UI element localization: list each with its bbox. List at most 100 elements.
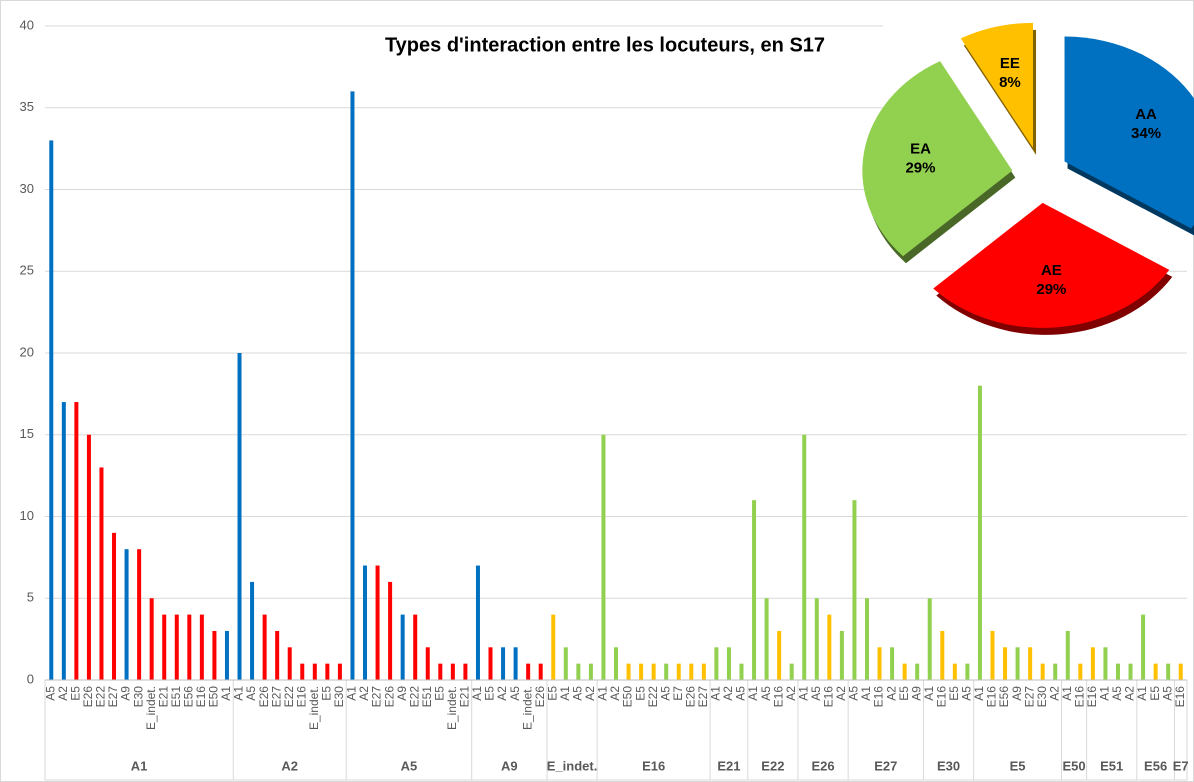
x-tick-label: E22 — [646, 686, 660, 708]
x-tick-label: E51 — [420, 686, 434, 708]
x-tick-label: E26 — [683, 686, 697, 708]
bar — [752, 500, 757, 680]
bar — [664, 663, 669, 680]
x-tick-label: A2 — [583, 686, 597, 701]
x-tick-label: A5 — [734, 686, 748, 701]
bar — [187, 614, 192, 680]
bar — [1153, 663, 1158, 680]
bar — [814, 598, 819, 680]
x-tick-label: A5 — [960, 686, 974, 701]
y-tick-label: 30 — [20, 181, 34, 196]
x-tick-label: A9 — [1010, 686, 1024, 701]
x-tick-label: A2 — [608, 686, 622, 701]
x-tick-label: A5 — [1160, 686, 1174, 701]
x-tick-label: E5 — [483, 686, 497, 701]
group-label: E56 — [1144, 758, 1167, 773]
slice-value-label: 34% — [1131, 125, 1161, 142]
bar — [601, 434, 606, 680]
slice-value-label: 29% — [1036, 281, 1066, 298]
x-tick-label: E27 — [370, 686, 384, 708]
bar — [1115, 663, 1120, 680]
x-tick-label: E50 — [207, 686, 221, 708]
bar — [363, 565, 368, 680]
x-tick-label: E16 — [822, 686, 836, 708]
x-tick-label: A1 — [709, 686, 723, 701]
x-tick-label: E56 — [997, 686, 1011, 708]
bar — [199, 614, 204, 680]
bar — [162, 614, 167, 680]
bar — [212, 630, 217, 680]
group-label: E26 — [811, 758, 834, 773]
bar — [337, 663, 342, 680]
bar — [676, 663, 681, 680]
x-tick-label: E_indet. — [445, 686, 459, 730]
x-tick-label: E26 — [533, 686, 547, 708]
x-tick-label: A1 — [232, 686, 246, 701]
slice-label: EE — [1000, 55, 1020, 72]
bar — [689, 663, 694, 680]
bar — [149, 598, 154, 680]
bar — [350, 91, 355, 680]
x-tick-label: E7 — [671, 686, 685, 701]
x-tick-label: E_indet. — [520, 686, 534, 730]
bar — [174, 614, 179, 680]
x-tick-label: A2 — [1047, 686, 1061, 701]
x-tick-label: A1 — [796, 686, 810, 701]
x-tick-label: A9 — [395, 686, 409, 701]
x-tick-label: E16 — [872, 686, 886, 708]
bar — [952, 663, 957, 680]
bar — [839, 630, 844, 680]
group-label: A5 — [401, 758, 418, 773]
bar — [864, 598, 869, 680]
bar — [112, 532, 117, 680]
x-tick-label: A1 — [972, 686, 986, 701]
bar — [588, 663, 593, 680]
x-tick-label: A2 — [784, 686, 798, 701]
x-tick-label: A5 — [508, 686, 522, 701]
x-tick-label: E21 — [458, 686, 472, 708]
bar — [777, 630, 782, 680]
x-tick-label: A5 — [759, 686, 773, 701]
slice-value-label: 8% — [999, 74, 1021, 91]
y-tick-label: 35 — [20, 99, 34, 114]
bar — [1028, 647, 1033, 680]
bar — [262, 614, 267, 680]
bar — [1015, 647, 1020, 680]
bar — [99, 467, 104, 680]
bar — [639, 663, 644, 680]
y-tick-label: 5 — [27, 590, 34, 605]
x-tick-label: E5 — [545, 686, 559, 701]
bar — [463, 663, 468, 680]
bar — [300, 663, 305, 680]
bar — [877, 647, 882, 680]
x-tick-label: E16 — [1085, 686, 1099, 708]
x-tick-label: E30 — [131, 686, 145, 708]
bar — [890, 647, 895, 680]
bar — [902, 663, 907, 680]
x-tick-label: E16 — [294, 686, 308, 708]
x-tick-label: E_indet. — [307, 686, 321, 730]
x-tick-label: E56 — [181, 686, 195, 708]
bar — [940, 630, 945, 680]
bar — [513, 647, 518, 680]
x-tick-label: A1 — [859, 686, 873, 701]
x-tick-label: E27 — [106, 686, 120, 708]
x-tick-label: A5 — [1110, 686, 1124, 701]
x-tick-label: A5 — [809, 686, 823, 701]
bar — [413, 614, 418, 680]
group-label: E50 — [1062, 758, 1085, 773]
bar — [526, 663, 531, 680]
bar — [576, 663, 581, 680]
x-tick-label: E21 — [156, 686, 170, 708]
x-tick-label: E51 — [169, 686, 183, 708]
bar — [1003, 647, 1008, 680]
bar — [1178, 663, 1183, 680]
group-label: E5 — [1010, 758, 1026, 773]
x-tick-label: A1 — [558, 686, 572, 701]
bar — [726, 647, 731, 680]
bar — [1065, 630, 1070, 680]
x-tick-label: E5 — [947, 686, 961, 701]
bar — [312, 663, 317, 680]
bar — [1053, 663, 1058, 680]
pie-slice — [1064, 36, 1194, 229]
